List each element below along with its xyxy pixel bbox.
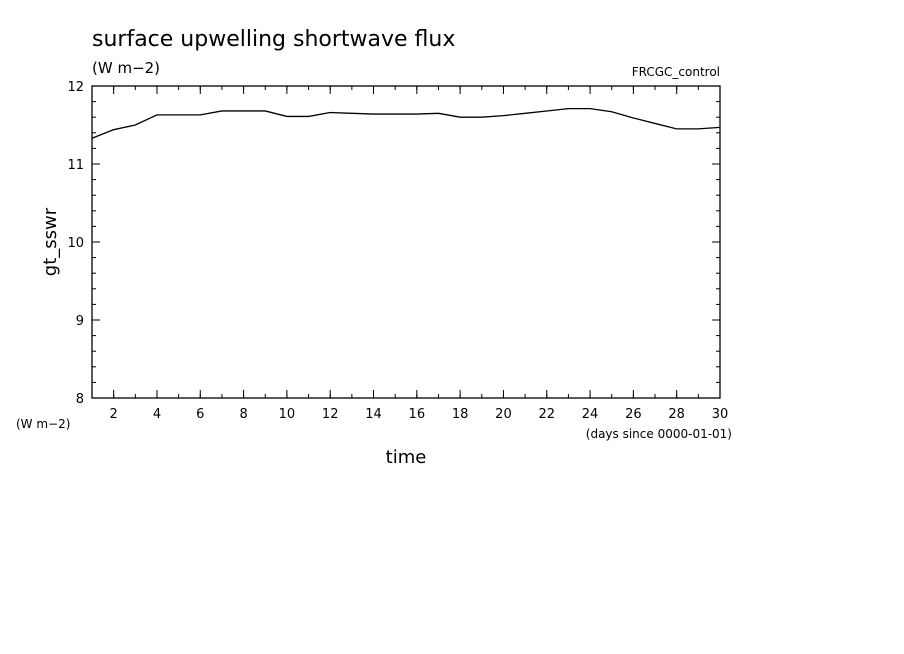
- run-label: FRCGC_control: [632, 65, 720, 79]
- x-tick-label: 8: [239, 407, 247, 422]
- chart-units: (W m−2): [92, 59, 160, 77]
- tick-marks: [91, 85, 721, 399]
- x-tick-label: 26: [625, 407, 642, 422]
- x-tick-label: 4: [153, 407, 161, 422]
- y-units-label: (W m−2): [16, 417, 70, 431]
- x-tick-label: 22: [538, 407, 555, 422]
- x-tick-label: 20: [495, 407, 512, 422]
- y-tick-label: 11: [67, 158, 84, 173]
- x-tick-label: 16: [409, 407, 426, 422]
- x-tick-label: 12: [322, 407, 339, 422]
- x-units-label: (days since 0000-01-01): [586, 427, 732, 441]
- y-tick-label: 8: [76, 392, 84, 407]
- x-tick-label: 10: [279, 407, 296, 422]
- y-tick-label: 9: [76, 314, 84, 329]
- plot-frame: [91, 85, 721, 399]
- series-line: [91, 107, 721, 139]
- x-tick-label: 18: [452, 407, 469, 422]
- y-tick-label: 12: [67, 80, 84, 95]
- x-tick-label: 24: [582, 407, 599, 422]
- x-tick-label: 2: [110, 407, 118, 422]
- chart-title: surface upwelling shortwave flux: [92, 27, 455, 52]
- x-tick-label: 14: [365, 407, 382, 422]
- y-axis-label: gt_sswr: [40, 207, 61, 276]
- x-tick-label: 28: [668, 407, 685, 422]
- x-axis-label: time: [386, 447, 427, 468]
- x-tick-label: 6: [196, 407, 204, 422]
- y-tick-label: 10: [67, 236, 84, 251]
- x-tick-label: 30: [712, 407, 729, 422]
